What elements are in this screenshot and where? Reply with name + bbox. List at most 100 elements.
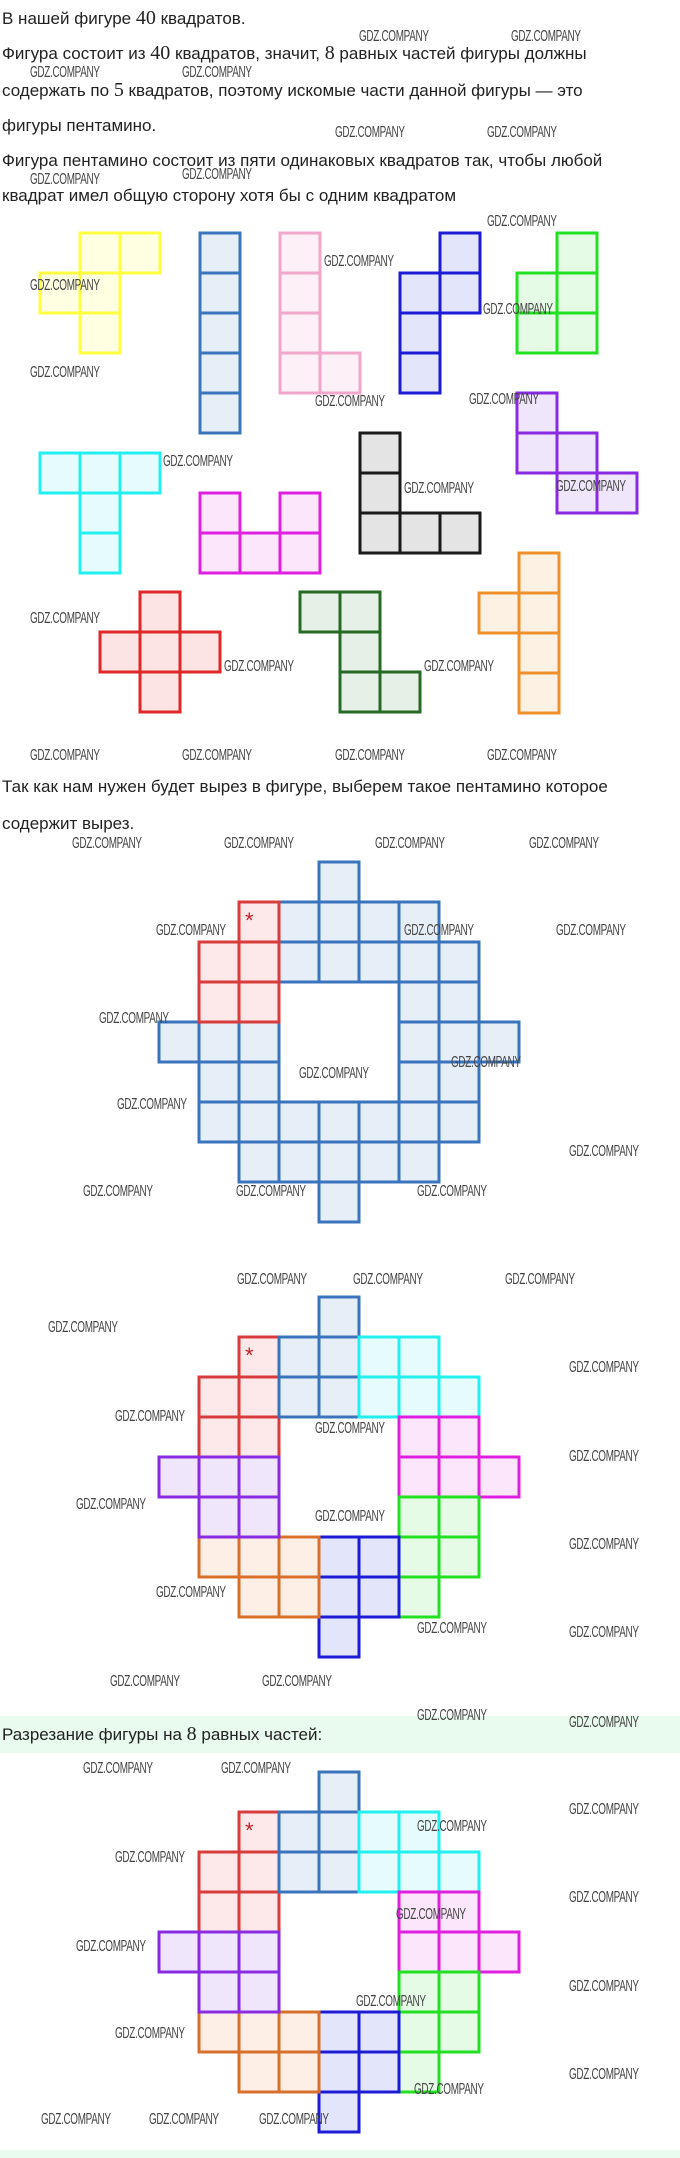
cell (397, 1375, 441, 1419)
cell (197, 1455, 241, 1499)
text: В нашей фигуре (2, 9, 136, 28)
cell (317, 2010, 361, 2054)
cell (357, 2010, 401, 2054)
cell (197, 1020, 241, 1064)
pentomino-I (198, 231, 242, 435)
cell (237, 1060, 281, 1104)
figure-2-piece-4 (397, 1415, 521, 1499)
cell (317, 1770, 361, 1814)
math-number: 40 (150, 42, 171, 64)
cell (437, 2010, 481, 2054)
cell (317, 1295, 361, 1339)
figure-3-piece-5 (397, 1970, 481, 2094)
cell (357, 1100, 401, 1144)
cell (157, 1455, 201, 1499)
text-line-8: содержит вырез. (2, 814, 135, 833)
cell (198, 231, 242, 275)
text: содержать по (2, 81, 114, 100)
cell (317, 1615, 361, 1659)
cell (397, 1495, 441, 1539)
text: равных частей фигуры должны (334, 44, 587, 63)
cell (437, 1535, 481, 1579)
cell (397, 1020, 441, 1064)
cell (357, 1810, 401, 1854)
figure-1-region (197, 1100, 321, 1184)
figure-2-piece-7 (197, 1535, 321, 1619)
cell (118, 231, 162, 275)
cell (357, 1140, 401, 1184)
text-line-4: фигуры пентамино. (2, 116, 157, 135)
cell (437, 1375, 481, 1419)
cell (438, 271, 482, 315)
cell (277, 1140, 321, 1184)
cell (515, 311, 559, 355)
pentomino-T (38, 451, 162, 575)
cell (357, 1535, 401, 1579)
pentomino-Y (477, 551, 561, 715)
cell (437, 1890, 481, 1934)
cell (237, 940, 281, 984)
cell (138, 590, 182, 634)
figure-2-piece-3 (357, 1335, 481, 1419)
cell (357, 2050, 401, 2094)
cell (357, 1850, 401, 1894)
cell (78, 531, 122, 575)
cell (237, 2010, 281, 2054)
cell (397, 940, 441, 984)
cell (357, 1375, 401, 1419)
cell (317, 1140, 361, 1184)
cell (237, 1100, 281, 1144)
cell (118, 451, 162, 495)
pentomino-L (278, 231, 362, 395)
cell (357, 900, 401, 944)
cell (98, 630, 142, 674)
cell (38, 271, 82, 315)
cell (237, 1455, 281, 1499)
cell (517, 551, 561, 595)
cell (397, 1060, 441, 1104)
cell (277, 1535, 321, 1579)
cell (555, 271, 599, 315)
cell (298, 590, 342, 634)
cell (358, 471, 402, 515)
cell (397, 2050, 441, 2094)
cell (237, 1375, 281, 1419)
cell (198, 311, 242, 355)
cell (277, 1100, 321, 1144)
cell (198, 491, 242, 535)
cell (397, 1890, 441, 1934)
cell (437, 1415, 481, 1459)
cell (317, 1575, 361, 1619)
figure-3-piece-4 (397, 1890, 521, 1974)
cell (197, 1850, 241, 1894)
pentomino-U (198, 491, 322, 575)
cell (38, 451, 82, 495)
cell (278, 351, 322, 395)
cell (437, 1020, 481, 1064)
cell (317, 900, 361, 944)
pentomino-W (515, 391, 639, 515)
cell (438, 231, 482, 275)
cell (197, 1495, 241, 1539)
cell (378, 670, 422, 714)
cell (437, 940, 481, 984)
cell (237, 1970, 281, 2014)
cell (317, 1535, 361, 1579)
cell (517, 631, 561, 675)
cell (277, 900, 321, 944)
cell (78, 231, 122, 275)
text: квадратов. (155, 9, 246, 28)
text-line-3: содержать по 5 квадратов, поэтому искомы… (2, 80, 583, 101)
cell (237, 2050, 281, 2094)
cell (237, 1850, 281, 1894)
cell (357, 940, 401, 984)
text-line-6: квадрат имел общую сторону хотя бы с одн… (2, 186, 457, 205)
cell (197, 1100, 241, 1144)
cell (278, 531, 322, 575)
cell (197, 1415, 241, 1459)
cell (237, 1415, 281, 1459)
cell (398, 511, 442, 555)
cell (78, 491, 122, 535)
text: равных частей: (196, 1725, 323, 1744)
